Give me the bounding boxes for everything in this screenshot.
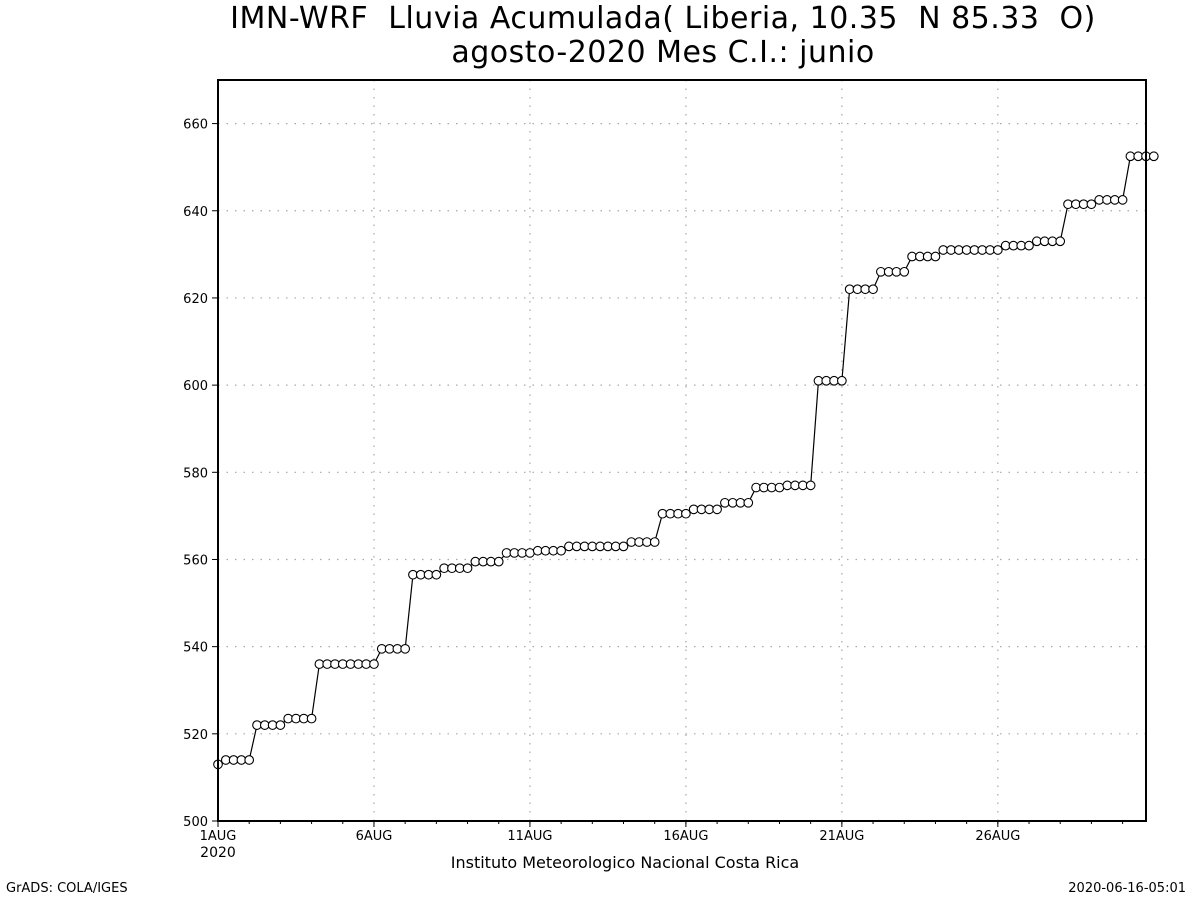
x-tick-label: 26AUG — [975, 829, 1020, 844]
data-point — [805, 480, 816, 491]
data-point — [462, 563, 473, 574]
data-point — [743, 497, 754, 508]
data-point — [837, 375, 847, 386]
series-layer — [213, 151, 1159, 770]
data-point — [899, 266, 910, 277]
y-tick-label: 600 — [183, 379, 208, 394]
footer-timestamp: 2020-06-16-05:01 — [1068, 881, 1186, 896]
x-tick-label: 21AUG — [819, 829, 864, 844]
data-point — [525, 548, 535, 558]
data-point — [400, 643, 411, 654]
data-point — [1024, 240, 1034, 251]
data-point — [369, 659, 379, 669]
footer-software-credit: GrADS: COLA/IGES — [6, 881, 128, 896]
chart-subtitle: agosto-2020 Mes C.I.: junio — [451, 35, 875, 70]
data-point — [868, 284, 878, 295]
y-tick-label: 660 — [183, 118, 208, 133]
y-tick-label: 580 — [183, 466, 208, 481]
y-tick-label: 500 — [183, 815, 208, 830]
x-tick-label: 11AUG — [507, 829, 552, 844]
x-tick-label: 6AUG — [356, 829, 393, 844]
data-point — [618, 541, 629, 552]
grid-lines — [218, 80, 1146, 821]
x-tick-label: 16AUG — [663, 829, 708, 844]
data-point — [1086, 199, 1097, 210]
x-axis-label: Instituto Meteorologico Nacional Costa R… — [450, 853, 800, 872]
data-point — [1055, 236, 1066, 247]
data-point — [992, 245, 1003, 255]
data-point — [556, 545, 566, 556]
y-tick-label: 620 — [183, 292, 208, 307]
data-point — [431, 569, 442, 580]
data-point — [244, 755, 255, 765]
y-tick-label: 540 — [183, 641, 208, 656]
data-point — [306, 713, 317, 724]
data-point — [712, 504, 722, 515]
data-point — [1117, 195, 1128, 205]
data-point — [681, 508, 691, 519]
y-tick-label: 520 — [183, 728, 208, 743]
y-tick-label: 640 — [183, 205, 208, 220]
data-point — [774, 482, 785, 493]
x-tick-year-label: 2020 — [200, 845, 236, 861]
data-point — [493, 556, 504, 567]
data-point — [275, 720, 286, 730]
data-point — [1148, 151, 1159, 162]
y-tick-label: 560 — [183, 553, 208, 568]
data-point — [930, 251, 941, 262]
plot-frame — [217, 79, 1147, 822]
chart-title: IMN-WRF Lluvia Acumulada( Liberia, 10.35… — [230, 1, 1096, 36]
data-point — [649, 537, 660, 547]
x-tick-label: 1AUG — [200, 829, 237, 844]
